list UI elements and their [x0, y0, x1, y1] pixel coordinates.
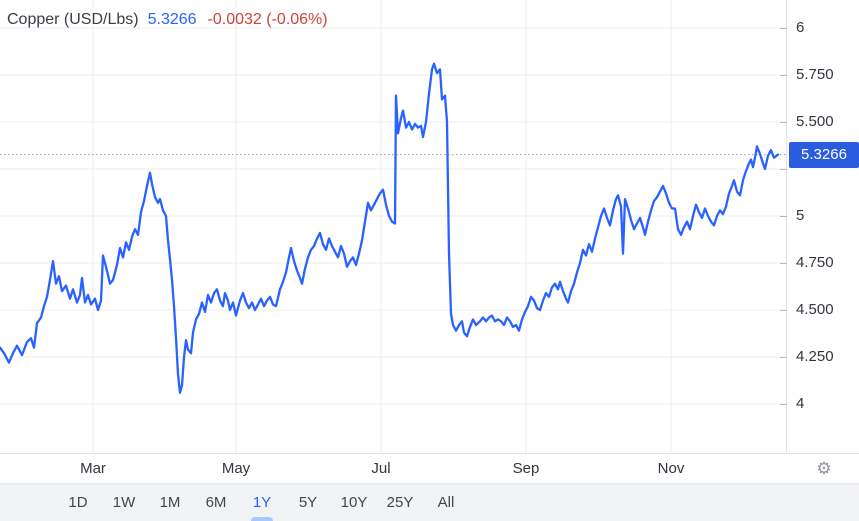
settings-gear-icon[interactable]: ⚙ [810, 457, 838, 481]
range-button-1y[interactable]: 1Y [244, 492, 280, 514]
chart-header: Copper (USD/Lbs) 5.3266 -0.0032 (-0.06%) [7, 10, 328, 30]
range-button-5y[interactable]: 5Y [290, 492, 326, 514]
y-axis-label: 5 [796, 207, 805, 224]
range-toolbar: 1D 1W 1M 6M 1Y 5Y 10Y 25Y All [0, 483, 859, 521]
y-axis-price-scale[interactable]: 6 5.750 5.500 5 4.750 4.500 4.250 4 5.32… [780, 0, 859, 453]
y-axis-tick [780, 357, 787, 358]
price-chart[interactable] [0, 0, 786, 453]
y-axis-tick [780, 75, 787, 76]
y-axis-tick [780, 169, 787, 170]
y-axis-label: 4 [796, 395, 805, 412]
price-change-value: -0.0032 (-0.06%) [207, 11, 328, 28]
x-axis-label: May [221, 460, 251, 477]
y-axis-tick [780, 263, 787, 264]
y-axis-label: 6 [796, 19, 805, 36]
symbol-title: Copper (USD/Lbs) [7, 11, 139, 28]
x-axis-time-scale[interactable]: Mar May Jul Sep Nov ⚙ [0, 453, 859, 483]
x-axis-label: Nov [657, 460, 685, 477]
y-axis-label: 5.750 [796, 66, 834, 83]
y-axis-tick [780, 404, 787, 405]
y-axis-tick [780, 122, 787, 123]
range-button-1w[interactable]: 1W [106, 492, 142, 514]
x-axis-label: Mar [80, 460, 106, 477]
range-button-6m[interactable]: 6M [198, 492, 234, 514]
y-axis-tick [780, 310, 787, 311]
x-axis-label: Sep [512, 460, 540, 477]
range-button-1d[interactable]: 1D [60, 492, 96, 514]
y-axis-label: 4.500 [796, 301, 834, 318]
last-price-value: 5.3266 [147, 11, 197, 28]
range-button-25y[interactable]: 25Y [382, 492, 418, 514]
y-axis-tick [780, 28, 787, 29]
chart-plot-area [0, 0, 786, 453]
y-axis-label: 4.750 [796, 254, 834, 271]
y-axis-label: 4.250 [796, 348, 834, 365]
x-axis-label: Jul [371, 460, 391, 477]
current-price-badge: 5.3266 [789, 141, 859, 168]
range-button-10y[interactable]: 10Y [336, 492, 372, 514]
y-axis-label: 5.500 [796, 113, 834, 130]
range-button-all[interactable]: All [428, 492, 464, 514]
range-button-1m[interactable]: 1M [152, 492, 188, 514]
active-range-indicator [251, 517, 273, 521]
y-axis-tick [780, 216, 787, 217]
